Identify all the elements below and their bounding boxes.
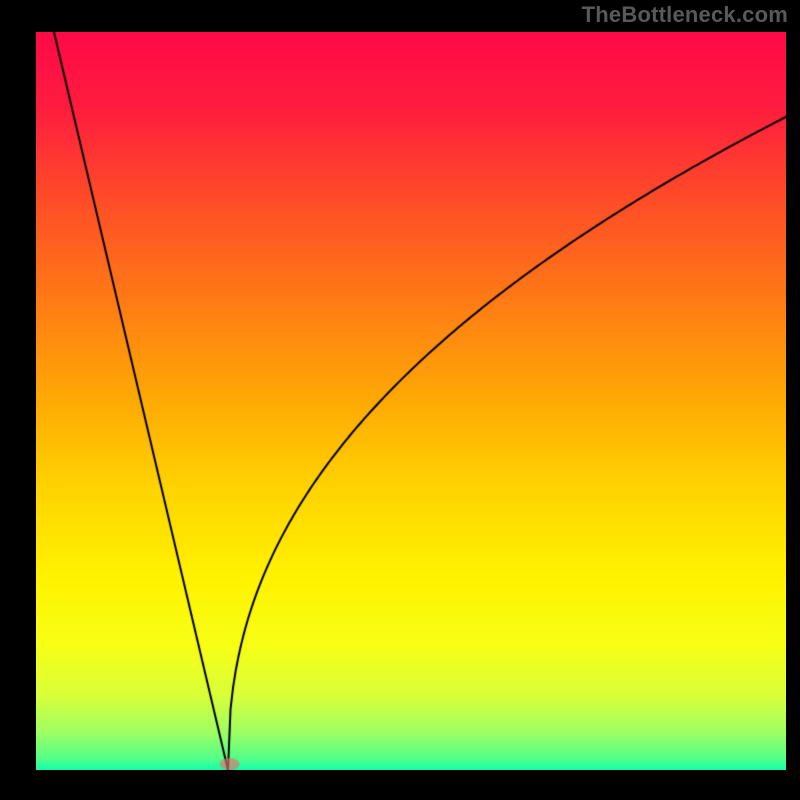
bottleneck-chart: [36, 32, 786, 770]
watermark-label: TheBottleneck.com: [582, 2, 788, 28]
frame-border-bottom: [0, 770, 800, 800]
frame-border-right: [786, 0, 800, 800]
frame-border-left: [0, 0, 36, 800]
